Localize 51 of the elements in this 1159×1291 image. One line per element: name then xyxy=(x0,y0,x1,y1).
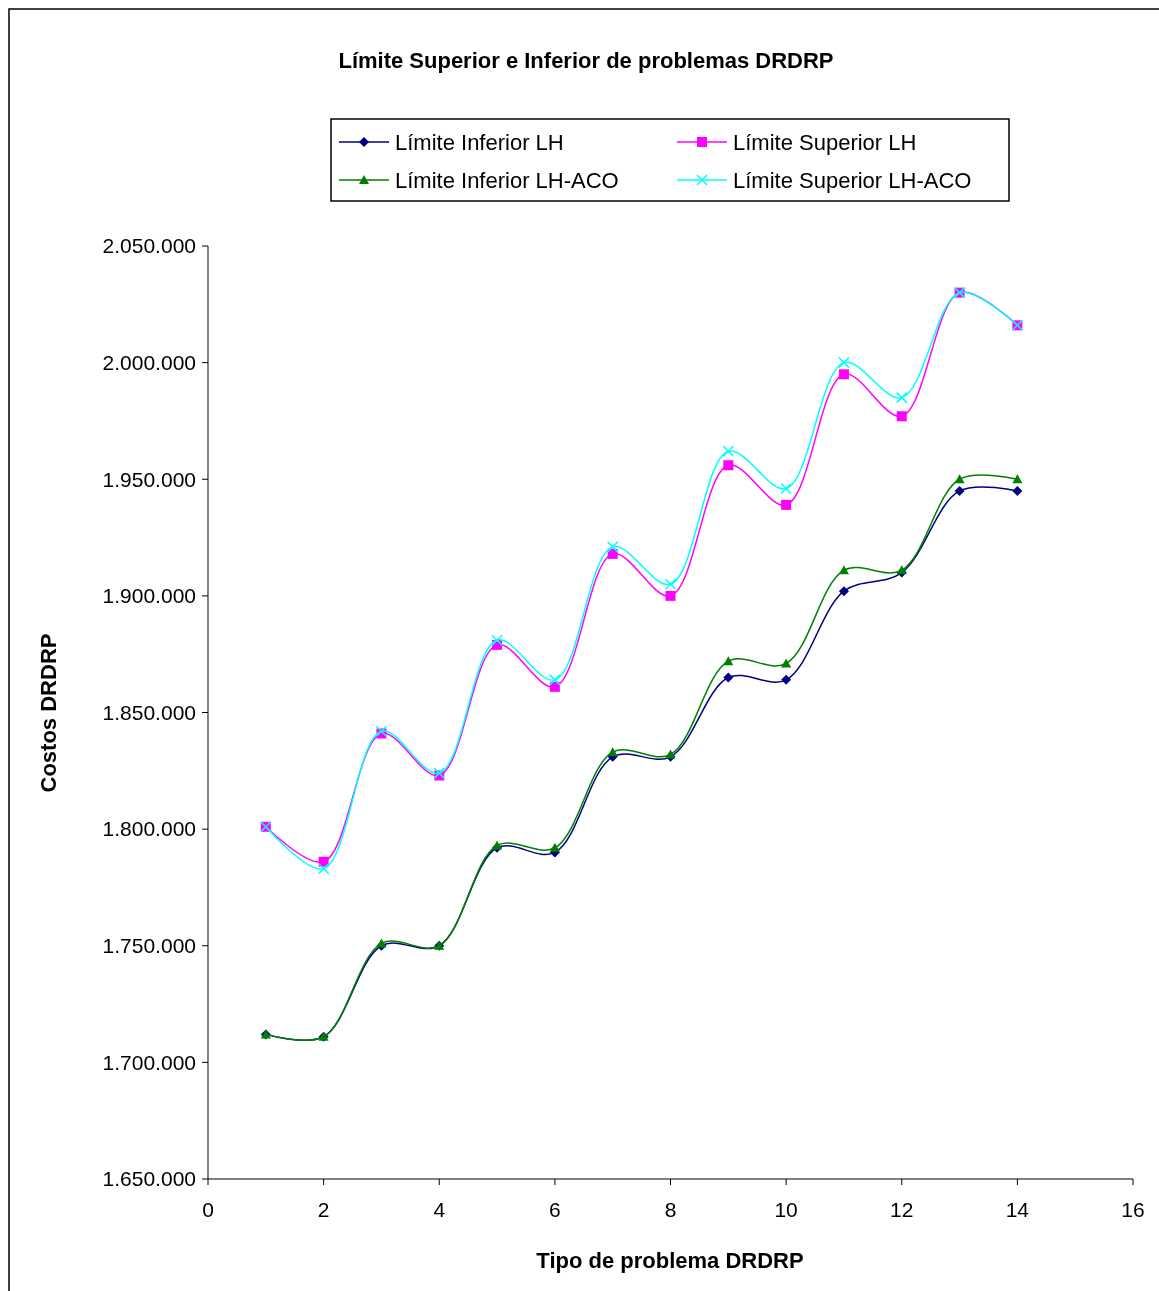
point xyxy=(722,445,735,458)
y-tick-label: 1.950.000 xyxy=(102,467,196,491)
legend-label: Límite Inferior LH xyxy=(395,129,564,155)
point xyxy=(838,586,849,597)
x-tick-label: 0 xyxy=(202,1198,214,1221)
y-tick-label: 1.900.000 xyxy=(102,584,196,608)
point xyxy=(838,356,850,369)
point xyxy=(607,747,618,757)
y-tick-label: 1.650.000 xyxy=(102,1167,196,1191)
x-tick-label: 10 xyxy=(774,1198,798,1221)
y-tick-label: 1.700.000 xyxy=(102,1050,196,1074)
x-tick-label: 6 xyxy=(549,1198,561,1221)
point xyxy=(723,656,734,666)
x-tick-label: 4 xyxy=(433,1198,446,1221)
point xyxy=(896,391,908,404)
point xyxy=(781,499,792,510)
x-axis-title: Tipo de problema DRDRP xyxy=(536,1248,804,1273)
point xyxy=(838,369,849,380)
point xyxy=(549,842,560,852)
x-tick-label: 14 xyxy=(1005,1198,1030,1221)
y-tick-label: 2.000.000 xyxy=(102,350,196,374)
point xyxy=(723,460,734,471)
point xyxy=(780,482,792,495)
y-tick-label: 1.850.000 xyxy=(102,700,196,724)
chart-title: Límite Superior e Inferior de problemas DRDRP xyxy=(338,48,834,73)
point xyxy=(1012,474,1023,484)
point xyxy=(606,541,619,553)
legend-label: Límite Inferior LH-ACO xyxy=(395,167,619,193)
point xyxy=(664,578,677,590)
point xyxy=(549,674,561,686)
point xyxy=(317,863,330,875)
point xyxy=(954,474,965,484)
x-tick-label: 8 xyxy=(664,1198,677,1221)
legend-label: Límite Superior LH xyxy=(733,129,917,155)
point xyxy=(491,634,503,646)
x-tick-label: 16 xyxy=(1121,1198,1145,1221)
y-axis-title: Costos DRDRP xyxy=(36,633,61,793)
point xyxy=(665,590,676,601)
point xyxy=(781,674,792,685)
x-tick-label: 12 xyxy=(890,1198,914,1221)
y-tick-label: 1.800.000 xyxy=(102,817,196,841)
x-tick-label: 2 xyxy=(317,1198,330,1221)
y-tick-label: 1.750.000 xyxy=(102,934,196,958)
point xyxy=(896,411,907,422)
point xyxy=(838,565,849,575)
y-tick-label: 2.050.000 xyxy=(102,234,196,258)
point xyxy=(954,485,965,496)
point xyxy=(1012,485,1023,496)
legend-label: Límite Superior LH-ACO xyxy=(733,167,972,193)
point xyxy=(781,658,792,668)
point xyxy=(723,672,734,683)
